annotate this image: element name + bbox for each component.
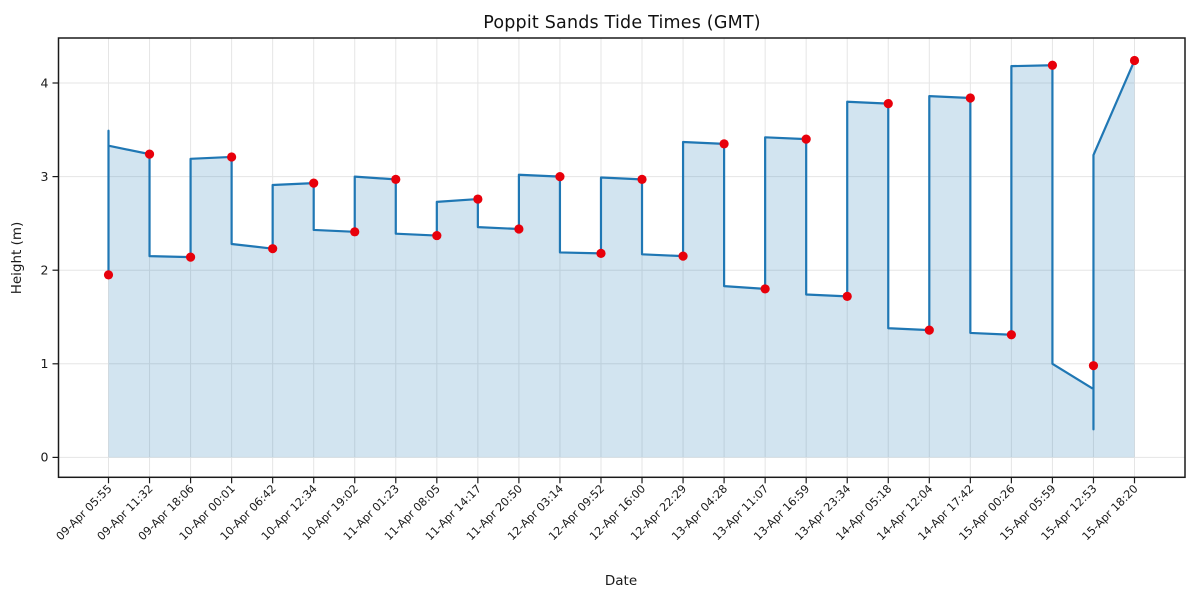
y-axis-label: Height (m) — [9, 222, 25, 295]
data-point-marker — [1047, 60, 1058, 70]
data-point-marker — [391, 174, 401, 185]
y-tick-label: 2 — [41, 263, 49, 278]
data-point-marker — [350, 227, 360, 237]
y-tick-label: 1 — [41, 356, 49, 371]
data-point-marker — [103, 270, 114, 280]
data-point-marker — [555, 172, 565, 182]
data-point-marker — [924, 325, 934, 335]
y-tick-label: 4 — [41, 75, 49, 90]
data-point-marker — [473, 194, 483, 204]
data-point-marker — [842, 291, 852, 302]
data-point-marker — [883, 98, 893, 109]
data-point-marker — [309, 178, 319, 188]
data-point-marker — [432, 230, 442, 241]
data-point-marker — [268, 244, 278, 254]
y-tick-label: 0 — [41, 450, 49, 465]
data-point-marker — [760, 284, 770, 294]
chart-title: Poppit Sands Tide Times (GMT) — [483, 13, 761, 33]
data-point-marker — [1129, 55, 1140, 66]
data-point-marker — [719, 139, 729, 149]
data-point-marker — [1006, 330, 1016, 340]
data-point-marker — [1088, 361, 1099, 371]
data-point-marker — [801, 134, 811, 144]
data-point-marker — [637, 174, 647, 185]
tide-area-fill — [108, 60, 1135, 458]
data-point-marker — [678, 251, 688, 261]
data-point-marker — [144, 149, 155, 159]
data-series-layer — [103, 55, 1140, 458]
data-point-marker — [965, 93, 975, 103]
y-tick-label: 3 — [41, 169, 49, 184]
x-axis-label: Date — [605, 573, 637, 589]
data-point-marker — [596, 248, 606, 258]
axes-spines — [57, 37, 1186, 479]
data-point-marker — [514, 224, 524, 234]
data-point-marker — [185, 252, 196, 262]
tide-line — [107, 60, 1136, 431]
data-point-marker — [227, 152, 237, 162]
